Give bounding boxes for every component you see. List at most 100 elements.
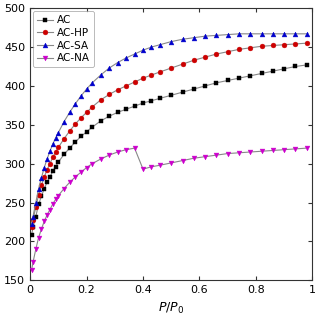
AC-NA [107, 153, 111, 157]
AC-NA [248, 150, 252, 154]
Line: AC-NA: AC-NA [29, 146, 309, 273]
AC-NA [54, 197, 58, 201]
AC [85, 130, 89, 134]
AC-HP [271, 44, 275, 47]
AC-SA [30, 222, 34, 226]
AC-HP [214, 52, 218, 56]
AC-NA [42, 219, 46, 223]
AC [237, 76, 241, 80]
AC [293, 65, 297, 68]
AC-SA [237, 32, 241, 36]
AC-HP [56, 145, 60, 149]
AC-SA [62, 120, 66, 124]
AC-HP [248, 46, 252, 50]
Line: AC-HP: AC-HP [29, 41, 309, 230]
AC [31, 226, 35, 229]
AC-SA [203, 34, 207, 38]
AC [42, 187, 46, 190]
AC-NA [56, 194, 60, 197]
AC [54, 165, 58, 169]
AC-NA [305, 146, 308, 150]
AC-SA [214, 34, 218, 37]
AC-NA [132, 146, 136, 150]
AC [73, 140, 77, 144]
AC-SA [45, 157, 49, 161]
AC-SA [248, 32, 252, 36]
AC-HP [68, 129, 72, 133]
AC-HP [30, 226, 34, 229]
AC [305, 63, 308, 67]
AC-SA [90, 81, 94, 85]
AC-HP [37, 193, 41, 197]
AC [141, 101, 145, 105]
AC-HP [203, 55, 207, 59]
AC-NA [293, 147, 297, 151]
AC-HP [260, 44, 263, 48]
AC-HP [45, 168, 49, 172]
AC-SA [56, 131, 60, 134]
Line: AC: AC [29, 62, 309, 238]
AC [124, 107, 128, 111]
AC [90, 125, 94, 129]
AC-HP [90, 105, 94, 109]
AC [68, 146, 72, 150]
AC [45, 180, 49, 184]
AC-HP [132, 80, 136, 84]
AC-NA [260, 149, 263, 153]
AC-SA [73, 102, 77, 106]
AC [192, 87, 196, 91]
AC-HP [116, 88, 120, 92]
AC-NA [149, 165, 153, 169]
AC-SA [132, 52, 136, 56]
AC-SA [34, 201, 38, 204]
AC [149, 99, 153, 103]
AC-SA [158, 43, 162, 47]
AC [248, 74, 252, 78]
AC-NA [30, 268, 34, 272]
AC-NA [169, 161, 173, 165]
AC-HP [180, 62, 184, 66]
AC [79, 134, 83, 138]
AC-HP [192, 58, 196, 62]
AC-NA [116, 150, 120, 154]
AC-HP [124, 84, 128, 88]
AC [180, 90, 184, 94]
AC-SA [305, 32, 308, 36]
Line: AC-SA: AC-SA [29, 31, 309, 227]
AC [37, 202, 41, 206]
AC [48, 175, 52, 179]
AC [51, 170, 55, 173]
AC-HP [107, 92, 111, 96]
AC-NA [203, 155, 207, 159]
AC [132, 104, 136, 108]
AC-NA [180, 159, 184, 163]
AC-NA [214, 153, 218, 157]
AC-SA [169, 40, 173, 44]
AC-NA [40, 227, 44, 231]
AC-NA [282, 148, 286, 152]
AC-HP [282, 43, 286, 47]
AC [214, 81, 218, 85]
AC-SA [226, 33, 229, 36]
AC-SA [68, 110, 72, 114]
AC [56, 160, 60, 164]
AC-NA [237, 151, 241, 155]
AC-SA [141, 48, 145, 52]
AC-HP [40, 184, 44, 188]
AC-NA [99, 157, 103, 161]
AC-HP [79, 116, 83, 120]
AC-SA [54, 136, 58, 140]
AC-HP [48, 162, 52, 166]
AC-NA [37, 236, 41, 239]
AC [40, 195, 44, 198]
AC [203, 84, 207, 88]
AC-HP [62, 137, 66, 141]
AC-HP [237, 47, 241, 51]
AC-NA [45, 213, 49, 217]
AC-NA [34, 247, 38, 251]
AC-SA [99, 73, 103, 77]
AC-SA [42, 166, 46, 170]
AC-HP [305, 41, 308, 45]
AC-SA [107, 66, 111, 70]
AC [158, 96, 162, 100]
